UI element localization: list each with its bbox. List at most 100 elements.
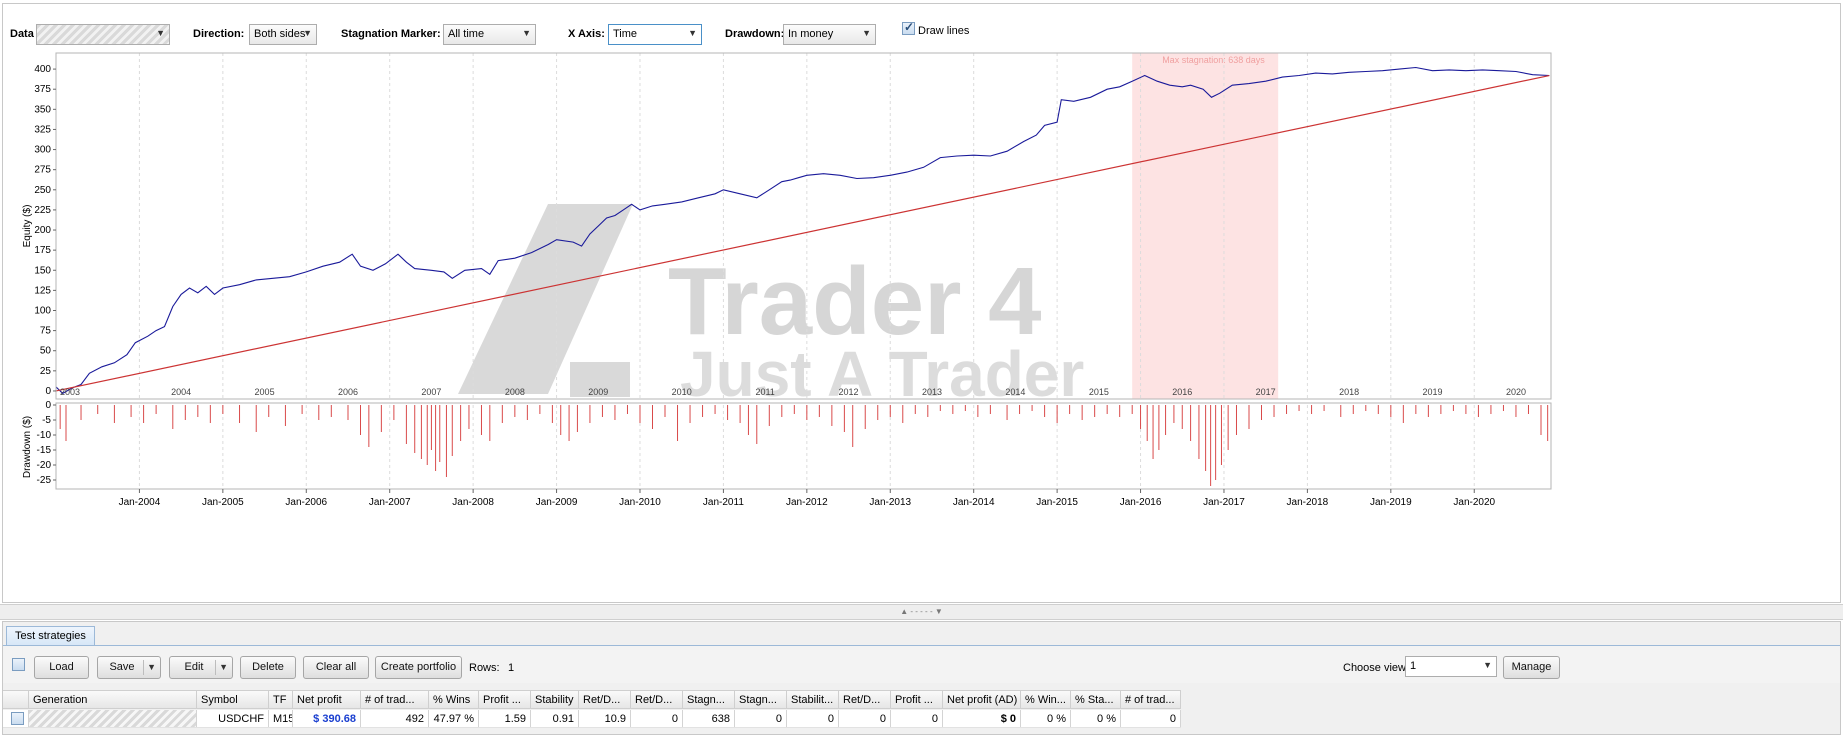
column-header[interactable]: Stabilit... <box>787 691 839 708</box>
column-header[interactable]: Net profit <box>293 691 361 708</box>
equity-y-tick-label: 0 <box>45 386 51 397</box>
equity-y-tick-label: 375 <box>34 84 51 95</box>
chart-controls-bar: Data ▼ Direction: Both sides ▼ Stagnation… <box>3 4 1840 54</box>
column-header[interactable]: % Win... <box>1021 691 1071 708</box>
chevron-down-icon: ▼ <box>1483 660 1492 670</box>
direction-label: Direction: <box>193 28 245 40</box>
strategies-toolbar: Load Save ▼ Edit ▼ Delete Clear all Create… <box>3 645 1840 683</box>
drawdown-y-tick-label: -25 <box>37 475 52 486</box>
drawdown-x-tick-label: Jan-2013 <box>869 497 911 508</box>
watermark-text-sub: Just A Trader <box>680 338 1084 410</box>
watermark-logo-block <box>570 362 630 397</box>
drawdown-x-tick-label: Jan-2009 <box>536 497 578 508</box>
drawdown-x-tick-label: Jan-2005 <box>202 497 244 508</box>
chevron-down-icon: ▼ <box>862 28 871 38</box>
equity-y-tick-label: 350 <box>34 104 51 115</box>
tab-test-strategies[interactable]: Test strategies <box>6 626 95 645</box>
rows-value: 1 <box>508 662 515 674</box>
table-cell <box>29 710 197 727</box>
column-header[interactable]: Stability <box>531 691 579 708</box>
load-button[interactable]: Load <box>34 656 89 679</box>
direction-select[interactable]: Both sides ▼ <box>249 24 317 45</box>
create-portfolio-button[interactable]: Create portfolio <box>375 656 462 679</box>
column-header[interactable]: % Wins <box>429 691 479 708</box>
table-cell: 0 <box>735 710 787 727</box>
equity-y-tick-label: 50 <box>40 346 52 357</box>
delete-button[interactable]: Delete <box>240 656 296 679</box>
column-header[interactable]: Profit ... <box>479 691 531 708</box>
column-header[interactable]: Ret/D... <box>631 691 683 708</box>
save-button[interactable]: Save ▼ <box>97 656 161 679</box>
year-label: 2004 <box>171 387 191 397</box>
equity-y-tick-label: 400 <box>34 64 51 75</box>
table-cell: 0 % <box>1021 710 1071 727</box>
table-cell: $ 390.68 <box>293 710 361 727</box>
column-header[interactable]: Stagn... <box>683 691 735 708</box>
select-all-checkbox[interactable] <box>12 658 25 671</box>
manage-button[interactable]: Manage <box>1503 656 1560 679</box>
drawdown-label: Drawdown: <box>725 28 785 40</box>
column-header[interactable]: Profit ... <box>891 691 943 708</box>
drawdown-x-tick-label: Jan-2007 <box>369 497 411 508</box>
chevron-down-icon: ▼ <box>303 28 312 38</box>
watermark-logo-shape <box>458 204 633 394</box>
column-header[interactable]: # of trad... <box>1121 691 1181 708</box>
table-row[interactable]: USDCHF M15 $ 390.68 492 47.97 % 1.59 0.91 10.9 0… <box>3 710 1181 728</box>
stagnation-band <box>1132 53 1279 399</box>
row-checkbox-cell[interactable] <box>3 710 29 727</box>
year-label: 2019 <box>1423 387 1443 397</box>
drawdown-x-tick-label: Jan-2020 <box>1453 497 1495 508</box>
chevron-down-icon: ▼ <box>688 28 697 38</box>
choose-view-select[interactable]: 1 ▼ <box>1405 656 1497 677</box>
year-label: 2015 <box>1089 387 1109 397</box>
table-cell: 492 <box>361 710 429 727</box>
data-label: Data <box>10 28 34 40</box>
drawdown-x-tick-label: Jan-2019 <box>1370 497 1412 508</box>
equity-y-tick-label: 300 <box>34 145 51 156</box>
panel-splitter[interactable]: ▲ - - - - - ▼ <box>0 604 1843 620</box>
equity-y-axis-label: Equity ($) <box>22 205 33 248</box>
table-cell: 0 % <box>1071 710 1121 727</box>
column-header[interactable]: Generation <box>29 691 197 708</box>
equity-y-tick-label: 75 <box>40 326 52 337</box>
watermark-text-main: Trader 4 <box>668 248 1042 355</box>
table-cell: 0 <box>787 710 839 727</box>
equity-line <box>55 66 1550 395</box>
row-checkbox[interactable] <box>11 712 24 725</box>
clear-all-button[interactable]: Clear all <box>303 656 369 679</box>
column-header[interactable]: Ret/D... <box>579 691 631 708</box>
table-cell: 1.59 <box>479 710 531 727</box>
year-label: 2016 <box>1172 387 1192 397</box>
year-label: 2014 <box>1005 387 1025 397</box>
data-select[interactable]: ▼ <box>36 24 170 45</box>
header-checkbox-cell <box>3 691 29 708</box>
column-header[interactable]: TF <box>269 691 293 708</box>
drawdown-select[interactable]: In money ▼ <box>783 24 876 45</box>
column-header[interactable]: Ret/D... <box>839 691 891 708</box>
year-label: 2012 <box>839 387 859 397</box>
column-header[interactable]: % Sta... <box>1071 691 1121 708</box>
year-label: 2007 <box>421 387 441 397</box>
draw-lines-label: Draw lines <box>918 25 970 37</box>
column-header[interactable]: Stagn... <box>735 691 787 708</box>
draw-lines-checkbox[interactable] <box>902 20 915 35</box>
table-cell: $ 0 <box>943 710 1021 727</box>
column-header[interactable]: Net profit (AD) <box>943 691 1021 708</box>
table-cell: 10.9 <box>579 710 631 727</box>
equity-chart-panel: Data ▼ Direction: Both sides ▼ Stagnation… <box>2 3 1841 603</box>
xaxis-select[interactable]: Time ▼ <box>608 24 702 45</box>
column-header[interactable]: # of trad... <box>361 691 429 708</box>
table-cell: 0 <box>891 710 943 727</box>
drawdown-x-tick-label: Jan-2004 <box>119 497 161 508</box>
drawdown-value: In money <box>788 28 834 40</box>
equity-y-tick-label: 25 <box>40 366 52 377</box>
stagnation-label: Stagnation Marker: <box>341 28 441 40</box>
stagnation-value: All time <box>448 28 485 40</box>
strategies-table-header: Generation Symbol TF Net profit # of trad...… <box>3 690 1181 709</box>
column-header[interactable]: Symbol <box>197 691 269 708</box>
equity-y-tick-label: 225 <box>34 205 51 216</box>
stagnation-select[interactable]: All time ▼ <box>443 24 536 45</box>
drawdown-x-tick-label: Jan-2008 <box>452 497 494 508</box>
table-cell: 47.97 % <box>429 710 479 727</box>
edit-button[interactable]: Edit ▼ <box>169 656 233 679</box>
